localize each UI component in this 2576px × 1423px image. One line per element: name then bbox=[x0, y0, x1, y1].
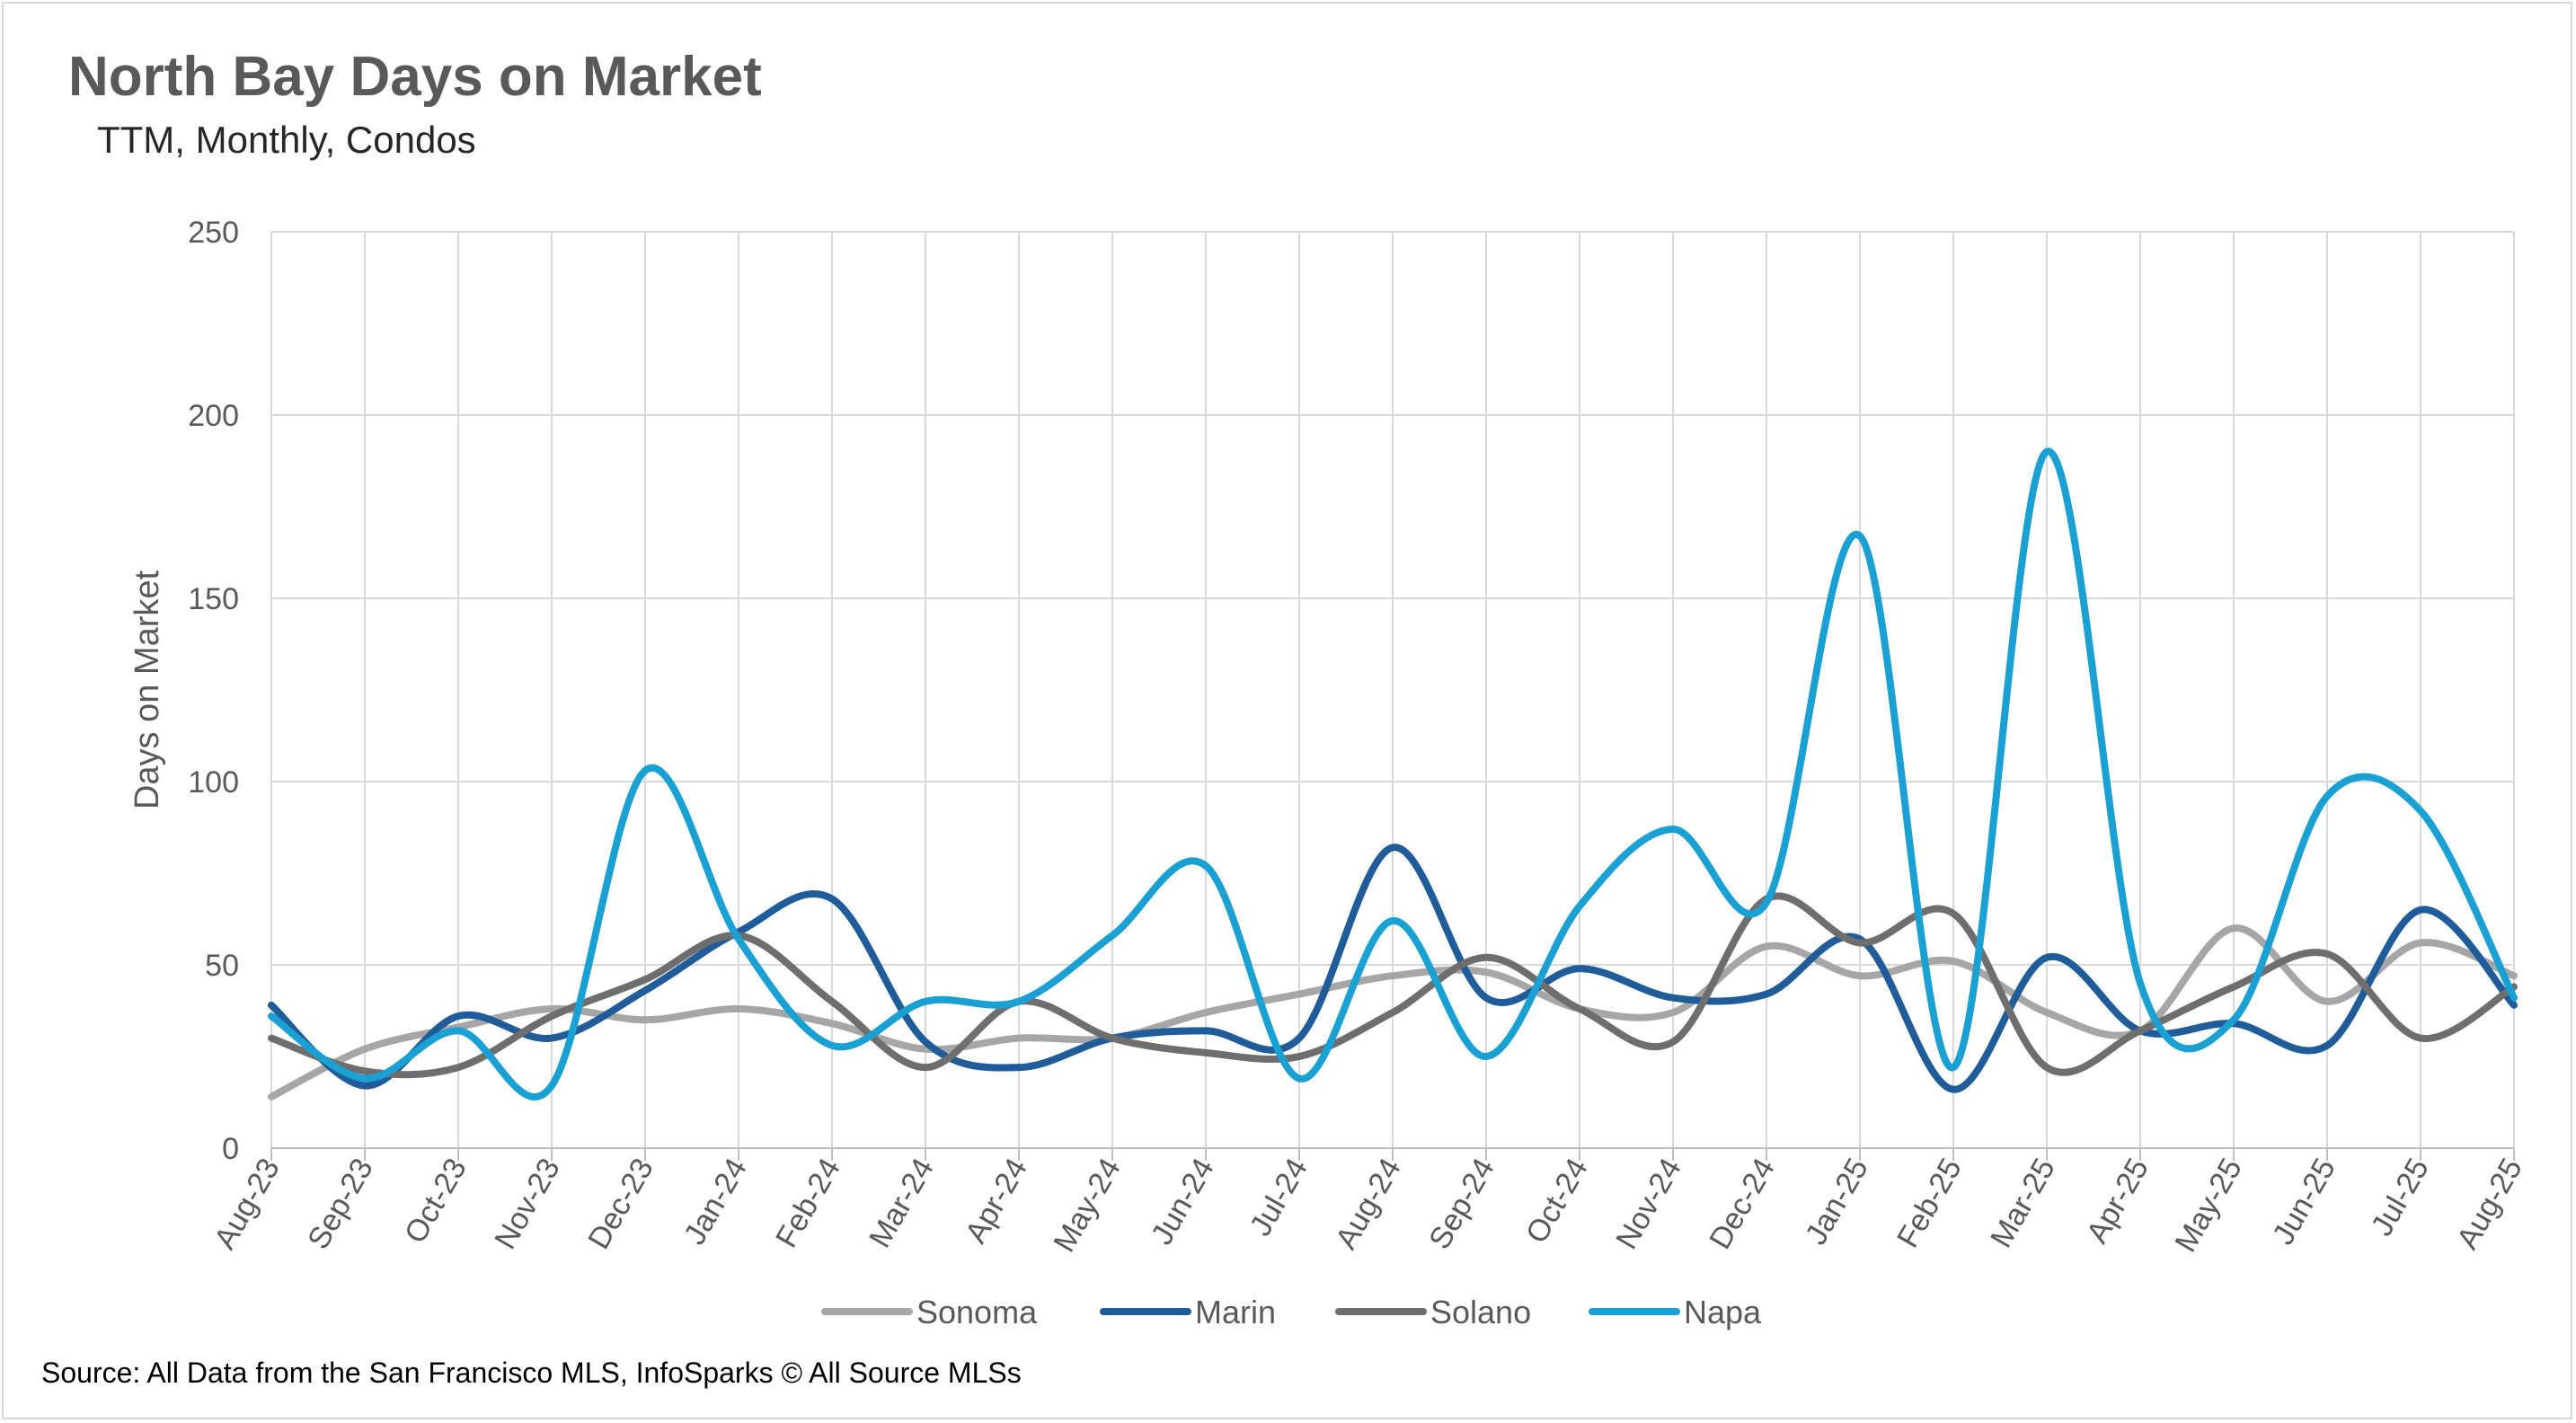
legend-label-marin: Marin bbox=[1195, 1294, 1276, 1330]
x-tick-label: May-25 bbox=[2168, 1153, 2249, 1258]
legend-label-napa: Napa bbox=[1684, 1294, 1762, 1330]
y-tick-label: 250 bbox=[188, 216, 239, 250]
x-tick-label: Aug-25 bbox=[2450, 1153, 2529, 1255]
x-tick-label: Dec-23 bbox=[581, 1153, 660, 1255]
x-tick-label: Oct-24 bbox=[1519, 1153, 1595, 1249]
x-tick-label: Jan-24 bbox=[677, 1153, 754, 1251]
source-note: Source: All Data from the San Francisco … bbox=[41, 1357, 1022, 1389]
y-tick-label: 150 bbox=[188, 582, 239, 616]
x-tick-label: Jul-25 bbox=[2365, 1153, 2436, 1242]
legend-label-solano: Solano bbox=[1430, 1294, 1531, 1330]
x-tick-label: Jan-25 bbox=[1799, 1153, 1875, 1251]
chart-subtitle: TTM, Monthly, Condos bbox=[97, 119, 476, 161]
x-tick-label: Sep-24 bbox=[1422, 1153, 1501, 1255]
series-lines bbox=[268, 447, 2518, 1100]
chart-title: North Bay Days on Market bbox=[68, 46, 762, 108]
y-tick-label: 100 bbox=[188, 765, 239, 800]
x-tick-label: Jul-24 bbox=[1244, 1153, 1315, 1242]
x-tick-label: Mar-24 bbox=[863, 1153, 941, 1253]
series-line-sonoma bbox=[268, 924, 2518, 1100]
gridlines bbox=[270, 231, 2515, 1148]
x-tick-label: Apr-24 bbox=[959, 1153, 1034, 1249]
x-tick-label: Dec-24 bbox=[1703, 1153, 1782, 1255]
x-tick-label: Feb-24 bbox=[769, 1153, 847, 1253]
y-tick-label: 200 bbox=[188, 399, 239, 433]
x-axis: Aug-23 Sep-23 Oct-23 Nov-23 Dec-23 Jan-24 Feb-… bbox=[208, 1147, 2529, 1258]
series-line-napa bbox=[268, 447, 2518, 1100]
x-tick-label: Feb-25 bbox=[1890, 1153, 1969, 1253]
x-tick-label: Nov-23 bbox=[488, 1153, 567, 1255]
x-tick-label: May-24 bbox=[1047, 1153, 1128, 1258]
y-axis-title: Days on Market bbox=[128, 570, 166, 810]
legend: Sonoma Marin Solano Napa bbox=[821, 1294, 1762, 1330]
x-tick-label: Sep-23 bbox=[301, 1153, 380, 1255]
x-tick-label: Jun-25 bbox=[2266, 1153, 2342, 1251]
y-tick-label: 50 bbox=[205, 949, 239, 983]
legend-label-sonoma: Sonoma bbox=[916, 1294, 1038, 1330]
y-axis-ticks: 0 50 100 150 200 250 bbox=[188, 216, 239, 1166]
x-tick-label: Nov-24 bbox=[1609, 1153, 1688, 1255]
x-tick-label: Aug-23 bbox=[208, 1153, 287, 1255]
x-tick-label: Jun-24 bbox=[1145, 1153, 1221, 1251]
y-tick-label: 0 bbox=[222, 1132, 239, 1166]
x-tick-label: Oct-23 bbox=[398, 1153, 474, 1249]
x-tick-label: Apr-25 bbox=[2080, 1153, 2156, 1249]
x-tick-label: Aug-24 bbox=[1329, 1153, 1408, 1255]
x-tick-label: Mar-25 bbox=[1984, 1153, 2062, 1253]
